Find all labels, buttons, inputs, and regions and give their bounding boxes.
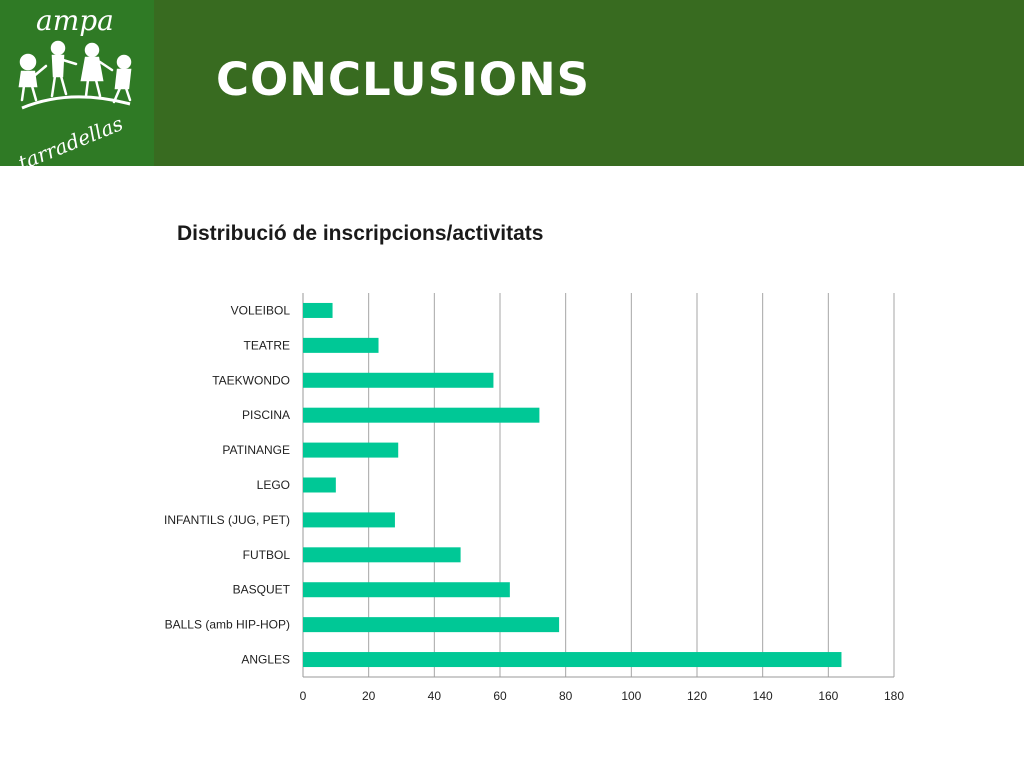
x-tick-label: 140 <box>753 689 773 703</box>
x-tick-label: 0 <box>300 689 307 703</box>
category-label: VOLEIBOL <box>231 303 291 317</box>
x-tick-label: 160 <box>818 689 838 703</box>
ampa-logo: ampa <box>0 0 154 166</box>
x-tick-label: 40 <box>428 689 442 703</box>
page-title: CONCLUSIONS <box>216 53 591 106</box>
chart-grid <box>302 293 895 678</box>
bar <box>303 512 395 528</box>
header-banner: ampa <box>0 0 1024 166</box>
logo-text-top: ampa <box>36 4 114 37</box>
category-labels: VOLEIBOL TEATRE TAEKWONDO PISCINA PATINANGE L… <box>164 303 291 666</box>
category-label: TAEKWONDO <box>212 373 290 387</box>
category-label: PISCINA <box>242 408 290 422</box>
chart-title: Distribució de inscripcions/activitats <box>177 222 544 245</box>
category-label: INFANTILS (JUG, PET) <box>164 513 290 527</box>
bar <box>303 337 379 353</box>
x-tick-label: 20 <box>362 689 376 703</box>
bar <box>303 477 336 493</box>
bar <box>303 617 560 633</box>
x-axis-ticks: 0 20 40 60 80 100 120 140 160 180 <box>300 689 905 703</box>
bar <box>303 652 842 668</box>
x-tick-label: 180 <box>884 689 904 703</box>
category-label: BALLS (amb HIP-HOP) <box>165 618 290 632</box>
category-label: ANGLES <box>241 653 290 667</box>
category-label: FUTBOL <box>243 548 291 562</box>
x-tick-label: 120 <box>687 689 707 703</box>
x-tick-label: 80 <box>559 689 573 703</box>
category-label: BASQUET <box>233 583 291 597</box>
bar <box>303 407 540 423</box>
bar <box>303 442 399 458</box>
bar <box>303 582 510 598</box>
x-tick-label: 100 <box>621 689 641 703</box>
chart-bars <box>303 302 842 668</box>
bar <box>303 372 494 388</box>
ampa-logo-icon: ampa <box>15 4 132 166</box>
bar <box>303 547 461 563</box>
x-tick-label: 60 <box>493 689 507 703</box>
category-label: LEGO <box>257 478 290 492</box>
bar <box>303 302 333 318</box>
category-label: PATINANGE <box>222 443 290 457</box>
category-label: TEATRE <box>244 338 290 352</box>
